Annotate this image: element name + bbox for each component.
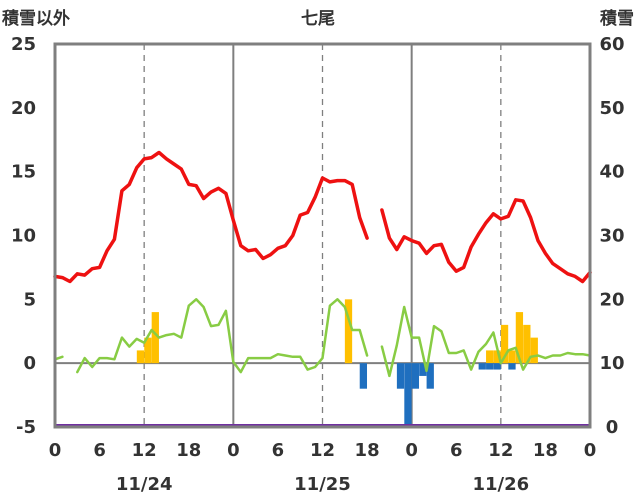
left-tick-label: 10: [11, 226, 36, 247]
blue-bar: [396, 363, 405, 389]
orange-bar: [508, 350, 516, 364]
plot-border: [53, 42, 592, 429]
date-label: 11/26: [472, 474, 529, 495]
blue-bar: [486, 363, 494, 370]
orange-bar: [515, 312, 524, 364]
orange-bar: [500, 324, 509, 364]
right-tick-label: 30: [599, 226, 624, 247]
right-tick-label: 50: [599, 98, 624, 119]
left-tick-label: 0: [23, 353, 36, 374]
orange-bar: [151, 312, 159, 364]
blue-bar: [508, 363, 516, 370]
blue-bar: [419, 363, 427, 376]
red-line-segment: [380, 198, 592, 284]
blue-bar: [359, 363, 368, 389]
x-tick-label: 6: [450, 440, 463, 461]
left-tick-label: 20: [11, 98, 36, 119]
plot-frame: [53, 42, 592, 429]
x-tick-label: 18: [176, 440, 201, 461]
right-tick-label: 20: [599, 289, 624, 310]
x-tick-label: 12: [132, 440, 157, 461]
x-tick-labels: 0 6 12 18 0 6 12 18 0 6 12 18 0: [49, 440, 597, 461]
right-tick-label: 40: [599, 162, 624, 183]
chart-title: 七尾: [301, 9, 335, 29]
x-tick-label: 6: [93, 440, 106, 461]
orange-bar: [523, 324, 531, 364]
left-axis-title: 積雪以外: [2, 8, 70, 29]
x-tick-label: 0: [584, 440, 597, 461]
x-tick-label: 18: [355, 440, 380, 461]
x-tick-label: 12: [310, 440, 335, 461]
left-tick-labels: 25 20 15 10 5 0 -5: [11, 34, 36, 438]
right-tick-label: 60: [599, 34, 624, 55]
green-line-segment: [380, 305, 592, 378]
date-labels: 11/24 11/25 11/26: [116, 474, 529, 495]
blue-bar: [426, 363, 434, 389]
blue-bar: [493, 363, 501, 370]
orange-bar: [486, 350, 494, 364]
date-label: 11/25: [294, 474, 351, 495]
right-tick-label: 10: [599, 353, 624, 374]
orange-bar: [144, 337, 152, 364]
orange-bar: [344, 299, 353, 364]
green-line-segment: [76, 298, 369, 374]
blue-bar: [478, 363, 486, 370]
x-tick-label: 0: [227, 440, 240, 461]
blue-bar: [411, 363, 420, 389]
right-axis-title: 積雪: [600, 8, 634, 29]
x-tick-label: 6: [272, 440, 285, 461]
left-tick-label: 15: [11, 162, 36, 183]
red-line-segment: [53, 150, 369, 284]
bar-series: [136, 299, 538, 427]
x-tick-label: 12: [488, 440, 513, 461]
right-tick-label: 0: [606, 417, 619, 438]
date-label: 11/24: [116, 474, 173, 495]
orange-bar: [136, 350, 145, 364]
x-tick-label: 0: [405, 440, 418, 461]
orange-bar: [493, 350, 501, 364]
right-tick-labels: 60 50 40 30 20 10 0: [599, 34, 624, 438]
x-tick-label: 0: [49, 440, 62, 461]
left-tick-label: -5: [16, 417, 36, 438]
orange-bar: [530, 337, 538, 364]
blue-bar: [404, 363, 412, 427]
left-tick-label: 5: [23, 289, 36, 310]
x-tick-label: 18: [533, 440, 558, 461]
left-tick-label: 25: [11, 34, 36, 55]
